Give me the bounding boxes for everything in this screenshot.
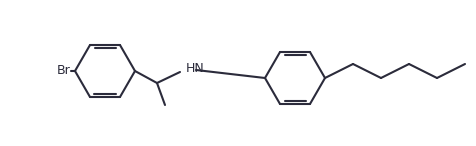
- Text: HN: HN: [186, 62, 205, 75]
- Text: Br: Br: [57, 65, 71, 78]
